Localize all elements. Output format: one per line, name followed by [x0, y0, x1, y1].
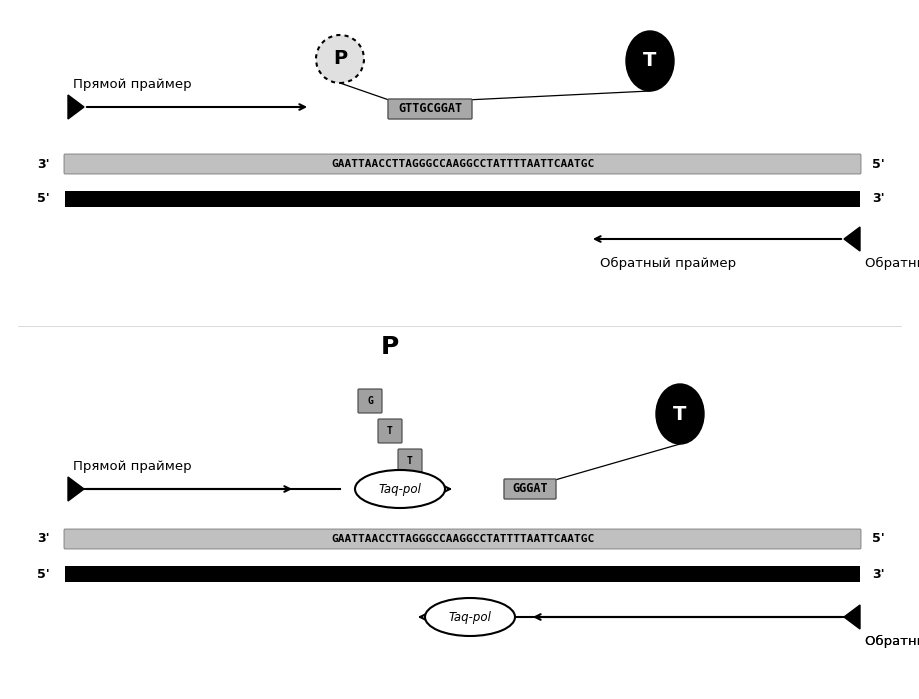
Text: 3': 3': [38, 533, 50, 545]
Bar: [65, 566, 860, 582]
FancyBboxPatch shape: [64, 154, 861, 174]
Text: 3': 3': [38, 157, 50, 171]
FancyBboxPatch shape: [504, 479, 556, 499]
Circle shape: [316, 35, 364, 83]
Text: Обратный праймер: Обратный праймер: [865, 635, 919, 648]
Text: 5': 5': [38, 568, 50, 580]
Text: G: G: [367, 396, 373, 406]
Bar: [65, 191, 860, 207]
Text: 3': 3': [872, 192, 885, 206]
Text: P: P: [333, 50, 347, 69]
Text: Прямой праймер: Прямой праймер: [73, 78, 192, 91]
Ellipse shape: [425, 598, 515, 636]
Text: Прямой праймер: Прямой праймер: [73, 460, 192, 473]
Text: 5': 5': [872, 157, 885, 171]
Text: T: T: [674, 405, 686, 424]
FancyBboxPatch shape: [64, 529, 861, 549]
Text: Taq-pol: Taq-pol: [448, 610, 492, 624]
Ellipse shape: [656, 384, 704, 444]
Text: Обратный праймер: Обратный праймер: [600, 257, 736, 270]
Text: Обратный праймер: Обратный праймер: [865, 257, 919, 270]
Polygon shape: [844, 605, 860, 629]
Text: GAATTAACCTTAGGGCCAAGGCCTATTTTAATTCAATGC: GAATTAACCTTAGGGCCAAGGCCTATTTTAATTCAATGC: [331, 159, 594, 169]
Text: T: T: [643, 52, 657, 71]
Ellipse shape: [626, 31, 674, 91]
Text: P: P: [380, 335, 399, 359]
FancyBboxPatch shape: [398, 449, 422, 473]
Text: GTTGCGGAT: GTTGCGGAT: [398, 103, 462, 115]
Polygon shape: [68, 95, 84, 119]
FancyBboxPatch shape: [378, 419, 402, 443]
Polygon shape: [844, 227, 860, 251]
Text: GGGAT: GGGAT: [512, 482, 548, 496]
Ellipse shape: [355, 470, 445, 508]
Text: T: T: [387, 426, 393, 436]
Text: Обратный праймер: Обратный праймер: [865, 635, 919, 648]
Text: 3': 3': [872, 568, 885, 580]
FancyBboxPatch shape: [358, 389, 382, 413]
Polygon shape: [68, 477, 84, 501]
FancyBboxPatch shape: [388, 99, 472, 119]
Text: GAATTAACCTTAGGGCCAAGGCCTATTTTAATTCAATGC: GAATTAACCTTAGGGCCAAGGCCTATTTTAATTCAATGC: [331, 534, 594, 544]
Text: 5': 5': [38, 192, 50, 206]
Text: 5': 5': [872, 533, 885, 545]
Text: T: T: [407, 456, 413, 466]
Text: Taq-pol: Taq-pol: [379, 482, 422, 496]
